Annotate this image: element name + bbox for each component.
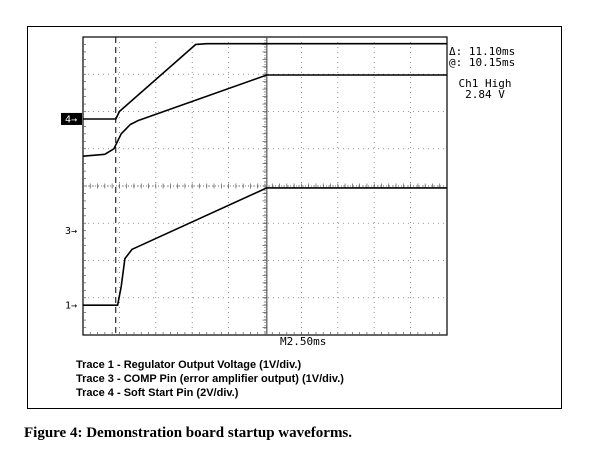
trace-legend: Trace 1 - Regulator Output Voltage (1V/d… xyxy=(76,358,344,400)
legend-trace-4: Trace 4 - Soft Start Pin (2V/div.) xyxy=(76,387,239,399)
figure-frame: 4→ 3→ 1→ Δ: 11.10ms @: 10.15ms Ch1 High 2.… xyxy=(27,26,562,409)
trace1-line xyxy=(83,187,447,307)
legend-trace-1: Trace 1 - Regulator Output Voltage (1V/d… xyxy=(76,359,302,371)
measurement-value: 2.84 V xyxy=(465,88,505,101)
trace4-line xyxy=(83,42,447,120)
cursor-delta-readout: Δ: 11.10ms xyxy=(449,45,515,58)
channel-marker: 3→ xyxy=(65,226,77,237)
channel-markers: 4→ 3→ 1→ xyxy=(61,112,82,312)
timebase-readout: M2.50ms xyxy=(280,335,326,348)
legend-trace-3: Trace 3 - COMP Pin (error amplifier outp… xyxy=(76,373,344,385)
waveform-traces xyxy=(82,42,447,307)
cursor-lines xyxy=(115,37,268,335)
channel-marker: 4→ xyxy=(65,114,77,125)
figure-caption: Figure 4: Demonstration board startup wa… xyxy=(24,425,353,441)
measurement-label: Ch1 High xyxy=(459,77,512,90)
oscilloscope-plot: 4→ 3→ 1→ Δ: 11.10ms @: 10.15ms Ch1 High 2.… xyxy=(61,36,515,348)
graticule xyxy=(83,37,447,335)
cursor-position-readout: @: 10.15ms xyxy=(449,56,515,69)
channel-marker: 1→ xyxy=(65,301,77,312)
channel-marker-bg xyxy=(61,112,82,125)
trace3-line xyxy=(82,74,447,157)
